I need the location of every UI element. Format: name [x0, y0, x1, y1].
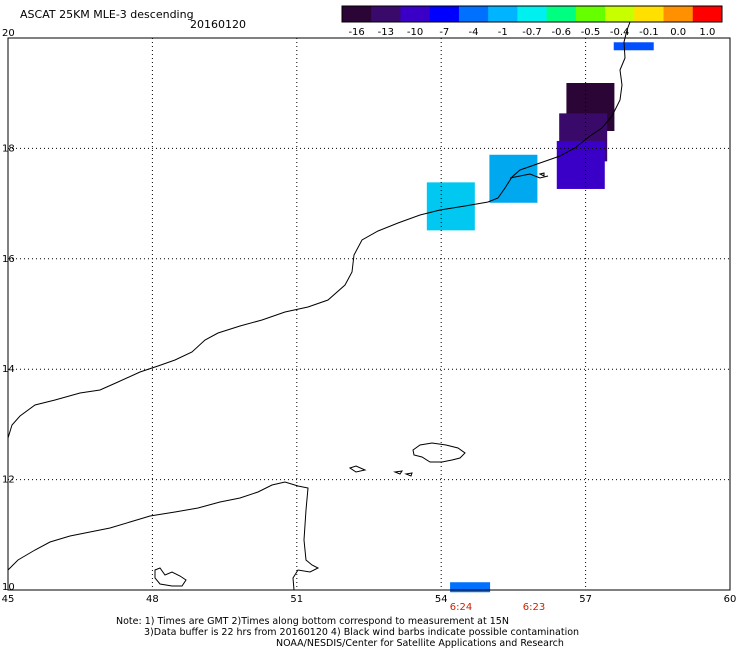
arabian-coastline [7, 21, 631, 439]
colorbar-swatch [488, 6, 518, 22]
wind-data-cell [489, 154, 538, 203]
colorbar-label: -0.5 [581, 27, 601, 38]
map-title: ASCAT 25KM MLE-3 descending [20, 8, 194, 21]
lon-tick-label: 45 [2, 594, 15, 605]
small-island [393, 470, 404, 475]
wind-data-cell [613, 42, 654, 51]
axis-labels: 45 48 51 54 57 60 20 18 16 14 12 10 6:24 6:23 [2, 28, 737, 613]
colorbar-swatch [429, 6, 460, 22]
note-line-3: NOAA/NESDIS/Center for Satellite Applica… [276, 638, 564, 649]
wind-data-cell [450, 582, 491, 593]
colorbar-swatch [575, 6, 606, 22]
colorbar-frame [341, 5, 723, 23]
colorbar-label: -1 [498, 27, 508, 38]
coast-detail [509, 173, 549, 179]
colorbar-swatch [634, 6, 665, 22]
colorbar: -16 -13 -10 -7 -4 -1 -0.7 -0.6 -0.5 -0.4 -0.1 0.0 1.… [341, 5, 723, 38]
colorbar-swatch [663, 6, 694, 22]
small-island [348, 465, 367, 473]
coast-detail [154, 567, 187, 587]
colorbar-label: -10 [407, 27, 423, 38]
coastline [7, 21, 631, 591]
somali-coastline [7, 481, 320, 591]
note-line-1: Note: 1) Times are GMT 2)Times along bot… [116, 616, 509, 627]
colorbar-swatch [546, 6, 577, 22]
lat-tick-label: 18 [2, 143, 15, 154]
colorbar-label: -7 [439, 27, 449, 38]
lat-tick-label: 16 [2, 254, 15, 265]
colorbar-swatch [400, 6, 431, 22]
colorbar-label: -4 [469, 27, 479, 38]
map-frame [7, 37, 731, 591]
colorbar-swatch [342, 6, 372, 22]
lon-tick-label: 60 [724, 594, 737, 605]
time-label: 6:23 [523, 602, 545, 613]
lat-lon-grid [7, 37, 731, 591]
colorbar-swatch [517, 6, 548, 22]
lat-tick-label: 14 [2, 364, 15, 375]
map-date: 20160120 [190, 18, 246, 31]
colorbar-swatch [692, 6, 723, 22]
lon-tick-label: 57 [579, 594, 592, 605]
colorbar-label: -13 [378, 27, 394, 38]
lon-tick-label: 54 [435, 594, 448, 605]
wind-data-cell [426, 182, 475, 231]
colorbar-swatch [458, 6, 489, 22]
colorbar-label: 1.0 [699, 27, 715, 38]
small-island [538, 172, 545, 177]
lon-tick-label: 51 [290, 594, 303, 605]
data-cells [426, 42, 654, 593]
colorbar-label: -0.6 [551, 27, 571, 38]
lon-tick-label: 48 [146, 594, 159, 605]
colorbar-swatch [371, 6, 401, 22]
colorbar-label: -0.4 [610, 27, 630, 38]
wind-data-cell [556, 140, 605, 189]
small-island [404, 472, 413, 477]
note-line-2: 3)Data buffer is 22 hrs from 20160120 4)… [144, 627, 580, 638]
colorbar-label: 0.0 [670, 27, 686, 38]
colorbar-label: -0.7 [522, 27, 542, 38]
colorbar-swatch [605, 6, 635, 22]
time-label: 6:24 [450, 602, 472, 613]
lat-tick-label: 20 [2, 28, 15, 39]
colorbar-label: -0.1 [639, 27, 659, 38]
socotra-island [412, 442, 466, 463]
lat-tick-label: 12 [2, 475, 15, 486]
lat-tick-label: 10 [2, 582, 15, 593]
colorbar-label: -16 [348, 27, 364, 38]
